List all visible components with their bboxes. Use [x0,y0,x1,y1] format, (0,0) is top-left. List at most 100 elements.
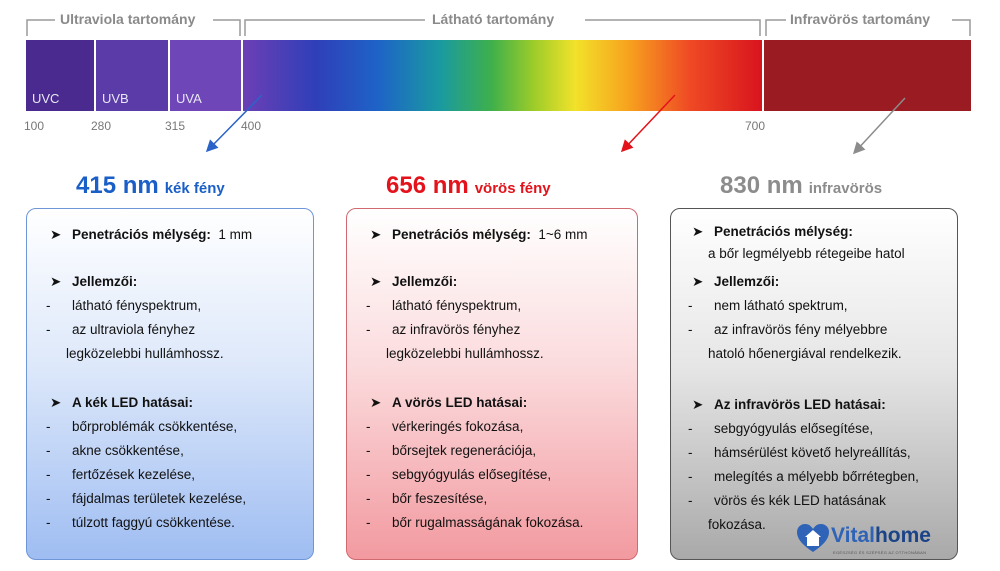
line-bold-text: Jellemzői: [72,274,138,289]
logo-brand-b: home [874,524,931,547]
dash-bullet: - [46,443,51,458]
box-line: - bőrsejtek regenerációja, [366,443,536,459]
line-text: legközelebbi hullámhossz. [66,346,224,361]
box-line: legközelebbi hullámhossz. [366,346,544,362]
line-text: bőrsejtek regenerációja, [392,443,537,458]
line-bold-text: Jellemzői: [714,274,780,289]
box-line: - melegítés a mélyebb bőrrétegben, [688,469,919,485]
uva-segment [170,40,241,111]
uv-range-label: Ultraviola tartomány [60,11,196,27]
line-text: látható fényspektrum, [72,298,202,313]
dash-bullet: - [688,493,693,508]
arrow-bullet-icon: ➤ [50,395,62,410]
line-text: 1~6 mm [530,227,588,242]
box-line: ➤ Penetrációs mélység: 1 mm [50,227,252,243]
red-heading: 656 nm vörös fény [386,172,551,200]
line-bold-text: Az infravörös LED hatásai: [714,397,886,412]
uvb-segment [96,40,168,111]
box-line: a bőr legmélyebb rétegeibe hatol [688,246,905,262]
box-line: ➤ A kék LED hatásai: [50,395,193,411]
box-line: - bőr rugalmasságának fokozása. [366,515,583,531]
line-bold-text: Jellemzői: [392,274,458,289]
arrow-bullet-icon: ➤ [370,395,382,410]
arrow-bullet-icon: ➤ [50,274,62,289]
line-text: a bőr legmélyebb rétegeibe hatol [708,246,905,261]
arrow-bullet-icon: ➤ [50,227,62,242]
red-wavelength: 656 nm [386,172,469,199]
blue-arrow [205,94,263,153]
box-line: ➤ Jellemzői: [50,274,137,290]
box-line: - bőr feszesítése, [366,491,487,507]
dash-bullet: - [46,298,51,313]
box-line: fokozása. [688,517,766,533]
box-line: - az infravörös fényhez [366,322,520,338]
box-line: - fertőzések kezelése, [46,467,195,483]
line-text: bőr rugalmasságának fokozása. [392,515,584,530]
box-line: ➤ Penetrációs mélység: [692,224,853,240]
ir-range-label: Infravörös tartomány [790,11,931,27]
dash-bullet: - [366,443,371,458]
box-line: - sebgyógyulás elősegítése, [688,421,873,437]
dash-bullet: - [688,445,693,460]
house-heart-icon [797,524,829,552]
box-line: - látható fényspektrum, [46,298,201,314]
red-info-box [346,208,638,560]
uvc-label: UVC [32,91,60,106]
line-bold-text: A vörös LED hatásai: [392,395,528,410]
line-text: sebgyógyulás elősegítése, [714,421,874,436]
box-line: ➤ Penetrációs mélység: 1~6 mm [370,227,587,243]
line-text: sebgyógyulás elősegítése, [392,467,552,482]
box-line: - nem látható spektrum, [688,298,848,314]
ir-info-box [670,208,958,560]
line-bold-text: Penetrációs mélység: [72,227,211,242]
line-text: túlzott faggyú csökkentése. [72,515,235,530]
blue-light-name: kék fény [164,180,225,197]
pointer-arrows [205,94,906,155]
box-line: hatoló hőenergiával rendelkezik. [688,346,902,362]
dash-bullet: - [688,322,693,337]
logo-brand-a: Vital [831,524,875,547]
line-text: bőr feszesítése, [392,491,488,506]
dash-bullet: - [366,322,371,337]
box-line: - hámsérülést követő helyreállítás, [688,445,911,461]
line-text: fájdalmas területek kezelése, [72,491,247,506]
logo-text: Vitalhome [831,524,931,548]
box-line: - sebgyógyulás elősegítése, [366,467,551,483]
box-line: - akne csökkentése, [46,443,184,459]
line-text: vörös és kék LED hatásának [714,493,886,508]
box-line: - túlzott faggyú csökkentése. [46,515,235,531]
line-text: az infravörös fény mélyebbre [714,322,888,337]
dash-bullet: - [366,298,371,313]
box-line: ➤ Jellemzői: [692,274,779,290]
logo-tagline: EGÉSZSÉG ÉS SZÉPSÉG AZ OTTHONÁBAN [833,550,927,555]
line-text: nem látható spektrum, [714,298,848,313]
box-line: - látható fényspektrum, [366,298,521,314]
dash-bullet: - [366,467,371,482]
line-text: melegítés a mélyebb bőrrétegben, [714,469,919,484]
dash-bullet: - [46,491,51,506]
line-bold-text: Penetrációs mélység: [392,227,531,242]
box-line: - az infravörös fény mélyebbre [688,322,887,338]
uvb-label: UVB [102,91,129,106]
tick-100: 100 [24,119,45,133]
line-text: fokozása. [708,517,766,532]
arrow-bullet-icon: ➤ [370,227,382,242]
tick-280: 280 [91,119,112,133]
dash-bullet: - [46,322,51,337]
red-light-name: vörös fény [474,180,551,197]
visible-range-label: Látható tartomány [432,11,555,27]
box-line: - fájdalmas területek kezelése, [46,491,246,507]
line-text: legközelebbi hullámhossz. [386,346,544,361]
visible-spectrum [243,40,762,111]
tick-400: 400 [241,119,262,133]
line-text: hatoló hőenergiával rendelkezik. [708,346,902,361]
line-text: bőrproblémák csökkentése, [72,419,238,434]
arrow-bullet-icon: ➤ [692,397,704,412]
arrow-bullet-icon: ➤ [370,274,382,289]
dash-bullet: - [688,421,693,436]
blue-wavelength: 415 nm [76,172,159,199]
box-line: legközelebbi hullámhossz. [46,346,224,362]
arrow-bullet-icon: ➤ [692,224,704,239]
line-text: 1 mm [210,227,253,242]
ir-wavelength: 830 nm [720,172,803,199]
